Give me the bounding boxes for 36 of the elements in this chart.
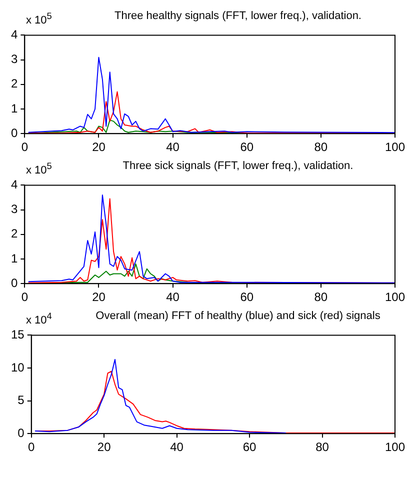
x-tick-label: 80 <box>314 290 328 304</box>
x-tick-label: 20 <box>92 290 106 304</box>
y-tick-label: 4 <box>10 28 18 42</box>
y-tick-label: 3 <box>10 52 18 66</box>
y-tick-label: 0 <box>18 426 25 440</box>
y-tick-label: 1 <box>10 251 18 266</box>
y-axis-title: x 10$^{4}$ <box>26 311 52 327</box>
y-tick-label: 1 <box>10 101 18 116</box>
y-tick-label: 2 <box>10 226 18 241</box>
x-tick-label: 80 <box>316 440 330 454</box>
y-tick-label: 0 <box>10 276 18 290</box>
y-tick-label: 0 <box>10 126 18 140</box>
x-tick-label: 20 <box>97 440 112 454</box>
x-tick-label: 0 <box>28 440 36 454</box>
x-tick-label: 20 <box>92 140 106 154</box>
x-tick-label: 80 <box>314 140 328 154</box>
y-axis-title: x 10$^{5}$ <box>26 11 52 27</box>
chart-title: Three healthy signals (FFT, lower freq.), validation. <box>114 10 362 22</box>
x-tick-label: 100 <box>384 290 406 304</box>
y-tick-label: 10 <box>10 360 25 374</box>
y-tick-label: 3 <box>10 202 18 216</box>
x-tick-label: 40 <box>166 290 180 304</box>
y-tick-label: 15 <box>10 328 25 342</box>
chart-title: Overall (mean) FFT of healthy (blue) and sick (red) signals <box>94 310 382 322</box>
chart-title: Three sick signals (FFT, lower freq.), validation. <box>122 160 354 172</box>
x-tick-label: 60 <box>242 440 257 454</box>
y-tick-label: 5 <box>18 393 25 408</box>
y-tick-label: 2 <box>10 76 18 91</box>
x-tick-label: 100 <box>384 440 406 454</box>
x-tick-label: 40 <box>170 440 184 454</box>
x-tick-label: 60 <box>240 290 254 304</box>
x-tick-label: 60 <box>240 140 254 154</box>
x-tick-label: 40 <box>166 140 180 154</box>
x-tick-label: 100 <box>384 140 406 154</box>
y-axis-title: x 10$^{5}$ <box>26 161 52 177</box>
y-tick-label: 4 <box>10 178 18 192</box>
